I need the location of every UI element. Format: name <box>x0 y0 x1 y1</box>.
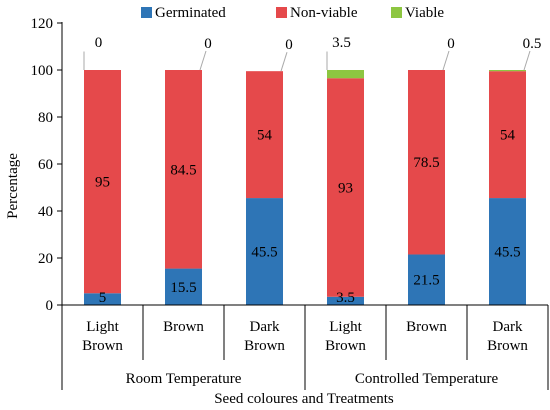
y-tick-label: 120 <box>31 16 54 32</box>
bar-segment-non-viable <box>246 71 283 199</box>
y-tick-label: 60 <box>38 157 53 173</box>
bar-segment-non-viable <box>327 78 364 297</box>
legend-swatch-viable <box>391 7 402 18</box>
bar-segment-non-viable <box>408 70 445 255</box>
x-category-label: Dark <box>250 319 280 335</box>
x-category-label: Brown <box>406 319 447 335</box>
bar-segment-germinated <box>246 198 283 305</box>
data-label-non-viable: 54 <box>257 128 273 144</box>
callout-line <box>280 52 288 72</box>
bar-segment-non-viable <box>84 70 121 294</box>
y-tick-label: 80 <box>38 110 53 126</box>
y-axis: 0 20 40 60 80 100 120 <box>31 16 63 314</box>
bar-segment-germinated <box>408 254 445 305</box>
x-category-label: Brown <box>325 338 366 354</box>
data-label-non-viable: 54 <box>500 128 516 144</box>
legend-swatch-non-viable <box>276 7 287 18</box>
data-label-non-viable: 78.5 <box>413 155 439 171</box>
callout-line <box>523 50 531 71</box>
y-tick-label: 40 <box>38 204 53 220</box>
bar-segment-viable <box>327 70 364 79</box>
y-tick-label: 20 <box>38 251 53 267</box>
data-label-viable: 0 <box>285 37 293 53</box>
x-category-label: Dark <box>493 319 523 335</box>
callout-line <box>199 50 207 71</box>
data-label-germinated: 45.5 <box>494 245 520 261</box>
bar-segment-germinated <box>165 268 202 305</box>
data-label-non-viable: 84.5 <box>170 162 196 178</box>
bar-segment-viable <box>489 70 526 72</box>
x-category-label: Brown <box>82 338 123 354</box>
data-label-viable: 0 <box>447 36 455 52</box>
x-category-label: Brown <box>244 338 285 354</box>
legend-swatch-germinated <box>141 7 152 18</box>
bar-segment-non-viable <box>489 71 526 199</box>
x-axis: Light Brown Brown Dark Brown Light Brown Brown D… <box>61 304 549 390</box>
bars: 5 95 0 15.5 84.5 0 45.5 54 0 3.5 93 3.5 21.5 78.5 0 45.… <box>83 35 542 306</box>
bar-segment-germinated <box>84 293 121 305</box>
x-group-label: Controlled Temperature <box>355 371 499 387</box>
y-tick-label: 100 <box>31 63 54 79</box>
legend: Germinated Non-viable Viable <box>141 5 444 21</box>
y-axis-title: Percentage <box>5 153 21 219</box>
callout-line <box>326 51 328 70</box>
legend-label-germinated: Germinated <box>155 5 226 21</box>
data-label-viable: 0 <box>204 36 212 52</box>
x-category-label: Brown <box>163 319 204 335</box>
legend-label-viable: Viable <box>405 5 444 21</box>
data-label-germinated: 3.5 <box>336 290 355 306</box>
y-tick-label: 0 <box>46 298 54 314</box>
data-label-germinated: 5 <box>99 290 107 306</box>
x-category-label: Light <box>86 319 119 335</box>
callout-line <box>83 51 85 70</box>
data-label-germinated: 15.5 <box>170 280 196 296</box>
bar-segment-germinated <box>489 198 526 305</box>
data-label-viable: 0 <box>95 35 103 51</box>
data-label-non-viable: 95 <box>95 175 110 191</box>
data-label-viable: 0.5 <box>523 36 542 52</box>
bar-segment-non-viable <box>165 70 202 269</box>
bar-segment-germinated <box>327 296 364 305</box>
callout-line <box>442 50 450 71</box>
data-label-germinated: 21.5 <box>413 273 439 289</box>
legend-label-non-viable: Non-viable <box>290 5 358 21</box>
x-category-label: Light <box>329 319 362 335</box>
x-category-label: Brown <box>487 338 528 354</box>
x-axis-title: Seed coloures and Treatments <box>214 391 394 407</box>
data-label-non-viable: 93 <box>338 181 353 197</box>
data-label-germinated: 45.5 <box>251 245 277 261</box>
x-group-label: Room Temperature <box>126 371 242 387</box>
data-label-viable: 3.5 <box>332 35 351 51</box>
